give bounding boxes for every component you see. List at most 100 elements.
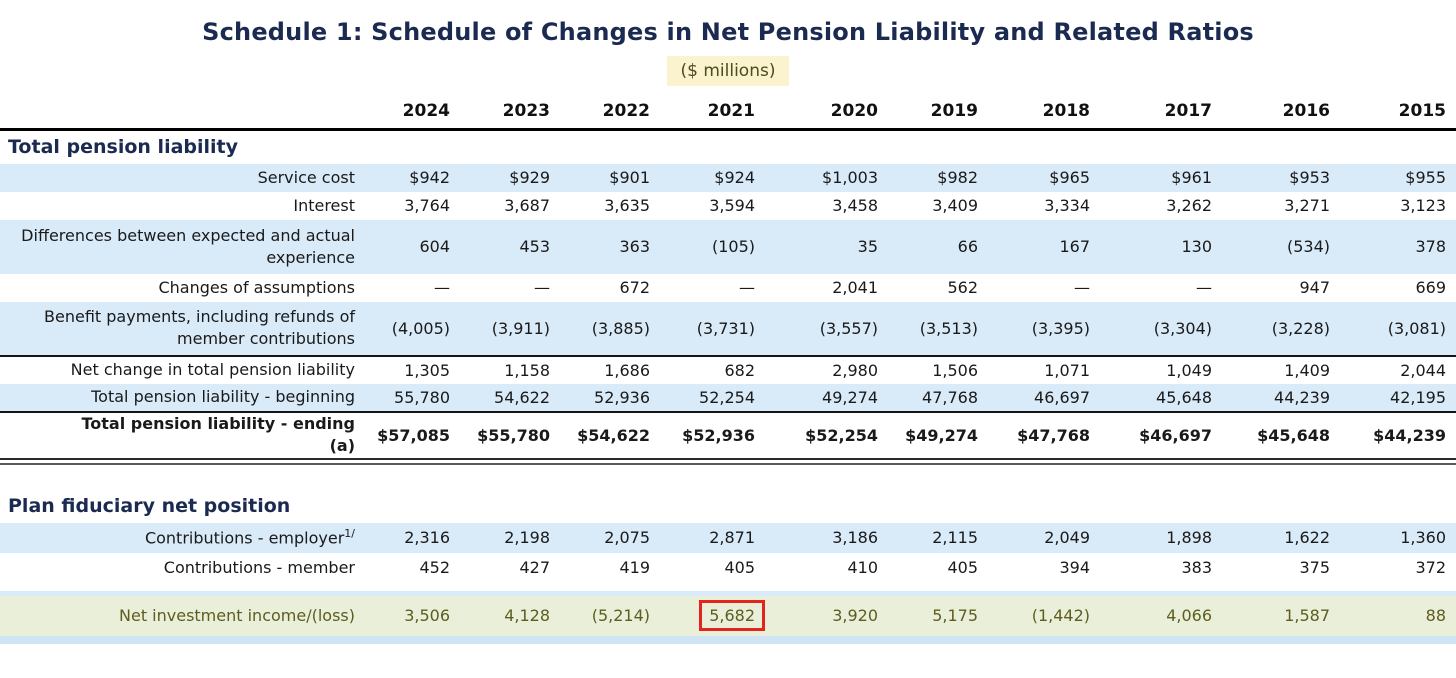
value-cell: $57,085 xyxy=(365,410,460,460)
value-cell: 372 xyxy=(1415,558,1446,577)
row-label: Contributions - member xyxy=(163,557,355,577)
value-cell: 2,041 xyxy=(832,278,878,297)
row-label: Net change in total pension liability xyxy=(0,354,365,384)
value-cell: $961 xyxy=(1100,163,1222,192)
value-cell: 2,316 xyxy=(365,522,460,553)
value-cell: $901 xyxy=(560,163,660,192)
value-cell: 2,044 xyxy=(1340,354,1456,384)
value-cell: 55,780 xyxy=(365,383,460,412)
value-cell: $52,254 xyxy=(765,410,888,460)
section-title: Total pension liability xyxy=(8,136,239,159)
value-cell: 405 xyxy=(724,558,755,577)
value-cell: 672 xyxy=(619,278,650,297)
value-cell: 5,175 xyxy=(888,595,988,636)
value-cell: 4,128 xyxy=(460,595,560,636)
value-cell: 167 xyxy=(988,219,1100,274)
section-header-total-pension-liability: Total pension liability xyxy=(0,130,1456,164)
value-cell: 1,898 xyxy=(1100,522,1222,553)
value-cell: 405 xyxy=(947,558,978,577)
value-cell: 2,980 xyxy=(765,354,888,384)
value-cell: 419 xyxy=(619,558,650,577)
value-cell: 3,920 xyxy=(765,595,888,636)
year-column-header: 2017 xyxy=(1100,94,1222,131)
value-cell: 88 xyxy=(1340,595,1456,636)
year-column-header: 2022 xyxy=(560,94,660,131)
value-cell: 1,360 xyxy=(1340,522,1456,553)
value-cell: 5,682 xyxy=(660,595,765,636)
value-cell: 669 xyxy=(1415,278,1446,297)
value-cell: 3,594 xyxy=(709,196,755,215)
value-cell: 3,764 xyxy=(404,196,450,215)
value-cell: 2,049 xyxy=(988,522,1100,553)
pension-schedule-table: 2024 2023 2022 2021 2020 2019 2018 2017 … xyxy=(0,94,1456,644)
value-cell: 410 xyxy=(847,558,878,577)
value-cell: 54,622 xyxy=(460,383,560,412)
double-rule xyxy=(0,458,1456,465)
value-cell: (3,228) xyxy=(1222,301,1340,356)
value-cell: 46,697 xyxy=(988,383,1100,412)
value-cell: (3,081) xyxy=(1340,301,1456,356)
value-cell: 1,071 xyxy=(988,354,1100,384)
row-label: Interest xyxy=(293,195,355,215)
year-column-header: 2016 xyxy=(1222,94,1340,131)
year-column-header: 2021 xyxy=(660,94,765,131)
table-row-interest: Interest 3,764 3,687 3,635 3,594 3,458 3… xyxy=(0,192,1456,220)
footnote-marker: 1/ xyxy=(344,526,355,540)
row-label: Net investment income/(loss) xyxy=(0,595,365,636)
value-cell: $1,003 xyxy=(765,163,888,192)
value-cell: $942 xyxy=(365,163,460,192)
value-cell: $54,622 xyxy=(560,410,660,460)
table-row-benefit-payments: Benefit payments, including refunds of m… xyxy=(0,301,1456,356)
value-cell: — xyxy=(534,278,550,297)
value-cell: 3,409 xyxy=(932,196,978,215)
value-cell: (105) xyxy=(660,219,765,274)
table-row-liability-beginning: Total pension liability - beginning 55,7… xyxy=(0,383,1456,412)
value-cell: 453 xyxy=(460,219,560,274)
value-cell: 3,506 xyxy=(365,595,460,636)
row-label: Changes of assumptions xyxy=(158,277,355,297)
value-cell: 47,768 xyxy=(888,383,988,412)
value-cell: 682 xyxy=(660,354,765,384)
value-cell: 52,936 xyxy=(560,383,660,412)
section-header-plan-fiduciary: Plan fiduciary net position xyxy=(0,489,1456,523)
page-title: Schedule 1: Schedule of Changes in Net P… xyxy=(202,18,1254,46)
value-cell: $955 xyxy=(1340,163,1456,192)
value-cell: $44,239 xyxy=(1340,410,1456,460)
value-cell: — xyxy=(739,278,755,297)
highlight-box: 5,682 xyxy=(699,600,765,631)
empty-corner-cell xyxy=(0,94,365,131)
value-cell: 3,635 xyxy=(604,196,650,215)
value-cell: 394 xyxy=(1059,558,1090,577)
table-row-net-change: Net change in total pension liability 1,… xyxy=(0,354,1456,384)
value-cell: 42,195 xyxy=(1340,383,1456,412)
value-cell: 2,198 xyxy=(460,522,560,553)
value-cell: 130 xyxy=(1100,219,1222,274)
value-cell: (1,442) xyxy=(988,595,1100,636)
table-row-liability-ending: Total pension liability - ending (a) $57… xyxy=(0,410,1456,460)
year-column-header: 2024 xyxy=(365,94,460,131)
value-cell: $953 xyxy=(1222,163,1340,192)
value-cell: (5,214) xyxy=(560,595,660,636)
value-cell: 1,049 xyxy=(1100,354,1222,384)
value-cell: $52,936 xyxy=(660,410,765,460)
value-cell: 3,123 xyxy=(1400,196,1446,215)
value-cell: (3,395) xyxy=(988,301,1100,356)
value-cell: 35 xyxy=(765,219,888,274)
value-cell: (3,513) xyxy=(888,301,988,356)
row-label: Contributions - employer1/ xyxy=(0,522,365,553)
value-cell: $49,274 xyxy=(888,410,988,460)
section-title: Plan fiduciary net position xyxy=(8,494,291,517)
value-cell: (534) xyxy=(1222,219,1340,274)
value-cell: 3,271 xyxy=(1284,196,1330,215)
blue-strip xyxy=(0,590,1456,596)
value-cell: 1,622 xyxy=(1222,522,1340,553)
value-cell: — xyxy=(1196,278,1212,297)
value-cell: $982 xyxy=(888,163,988,192)
value-cell: 52,254 xyxy=(660,383,765,412)
value-cell: 44,239 xyxy=(1222,383,1340,412)
table-row-changes-of-assumptions: Changes of assumptions — — 672 — 2,041 5… xyxy=(0,274,1456,302)
year-column-header: 2019 xyxy=(888,94,988,131)
value-cell: 1,305 xyxy=(365,354,460,384)
table-row-contributions-member: Contributions - member 452 427 419 405 4… xyxy=(0,553,1456,583)
value-cell: 2,075 xyxy=(560,522,660,553)
